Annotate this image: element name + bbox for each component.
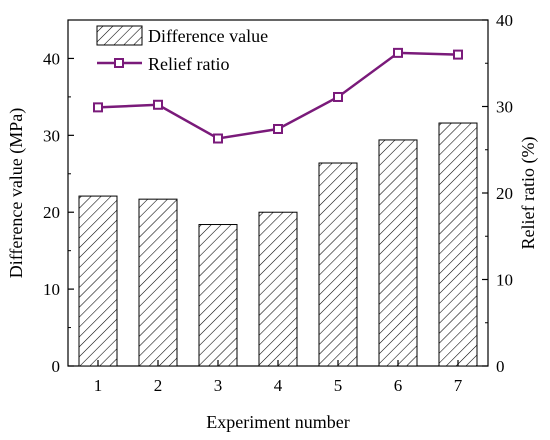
y-left-tick-label: 40 (43, 49, 60, 68)
x-tick-label: 6 (394, 376, 403, 395)
bar-2 (138, 198, 178, 367)
y-right-tick-label: 20 (496, 184, 513, 203)
x-axis-title: Experiment number (206, 412, 349, 432)
x-tick-label: 2 (154, 376, 163, 395)
bar-4 (258, 211, 298, 367)
bar-3 (198, 224, 238, 367)
legend: Difference value Relief ratio (96, 25, 268, 74)
x-tick-label: 4 (274, 376, 283, 395)
y-right-tick-label: 0 (496, 357, 505, 376)
relief-ratio-point-2 (153, 99, 163, 110)
x-tick-label: 7 (454, 376, 463, 395)
bar-1 (78, 195, 118, 367)
relief-ratio-point-1 (93, 102, 103, 113)
x-tick-label: 5 (334, 376, 343, 395)
relief-ratio-point-5 (333, 91, 343, 102)
relief-ratio-point-4 (273, 123, 283, 134)
relief-ratio-point-7 (453, 49, 463, 60)
x-tick-label: 3 (214, 376, 223, 395)
bar-7 (438, 122, 478, 367)
legend-label-relief-ratio: Relief ratio (148, 54, 229, 74)
y-left-tick-label: 10 (43, 280, 60, 299)
line-series (93, 47, 463, 144)
bar-5 (318, 162, 358, 367)
legend-square-marker (114, 58, 124, 68)
y-right-tick-label: 30 (496, 98, 513, 117)
bar-6 (378, 139, 418, 367)
y-right-tick-label: 10 (496, 271, 513, 290)
y-right-tick-label: 40 (496, 11, 513, 30)
y-axis-right-title: Relief ratio (%) (518, 137, 539, 250)
y-left-tick-label: 30 (43, 126, 60, 145)
axes: 0 10 20 30 40 0 10 20 30 40 1 2 3 4 5 6 7 (43, 11, 513, 395)
legend-bar-swatch (96, 25, 143, 46)
y-left-tick-label: 20 (43, 203, 60, 222)
x-tick-label: 1 (94, 376, 103, 395)
legend-label-difference-value: Difference value (148, 26, 268, 46)
y-left-tick-label: 0 (52, 357, 61, 376)
y-axis-left-title: Difference value (MPa) (6, 108, 27, 279)
relief-ratio-point-3 (213, 133, 223, 144)
relief-ratio-point-6 (393, 47, 403, 58)
bar-series (78, 122, 478, 367)
